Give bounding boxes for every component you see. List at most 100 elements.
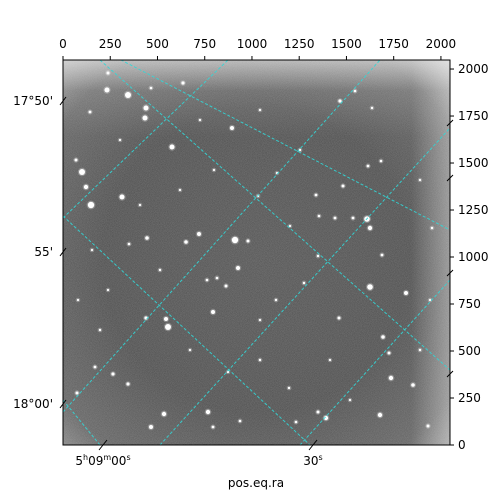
star [127, 242, 131, 246]
right-tick-label: 1750 [458, 109, 489, 123]
star [238, 419, 242, 423]
top-tick-label: 1250 [284, 37, 315, 51]
edge-tick-mark [446, 269, 454, 277]
edge-tick-mark [446, 370, 454, 378]
star [184, 240, 188, 244]
top-tick-label: 2000 [426, 37, 457, 51]
right-tick-label: 250 [458, 391, 481, 405]
star [90, 248, 94, 252]
star [138, 203, 142, 207]
star [381, 335, 385, 339]
star [351, 216, 355, 220]
star [76, 298, 80, 302]
top-tick-label: 1500 [331, 37, 362, 51]
dec-tick-mark [59, 247, 67, 257]
star [288, 224, 292, 228]
x-axis-label: pos.eq.ra [228, 476, 284, 490]
star [426, 424, 430, 428]
edge-tick-mark [446, 119, 454, 127]
image-area [63, 60, 450, 445]
star [74, 158, 78, 162]
right-tick-label: 1000 [458, 250, 489, 264]
star [367, 284, 373, 290]
star [161, 411, 167, 417]
star [158, 268, 162, 272]
star [328, 358, 332, 362]
star [258, 108, 262, 112]
star [404, 291, 408, 295]
star [106, 288, 110, 292]
star [165, 324, 171, 330]
star [231, 236, 239, 244]
star [274, 298, 278, 302]
right-tick-label: 1250 [458, 203, 489, 217]
star [181, 81, 185, 85]
star [178, 188, 182, 192]
star [226, 370, 230, 374]
star [143, 105, 149, 111]
star [87, 201, 95, 209]
ra-tick-label: 30s [303, 453, 322, 468]
star [104, 87, 110, 93]
star [338, 99, 342, 103]
star [93, 365, 97, 369]
star [211, 310, 215, 314]
star [215, 276, 219, 280]
star [370, 106, 374, 110]
coordinate-grid [63, 60, 450, 445]
dec-tick-mark [59, 96, 67, 106]
right-tick-label: 750 [458, 297, 481, 311]
star [119, 194, 125, 200]
dec-tick-label: 18°00' [13, 397, 53, 411]
star [287, 386, 291, 390]
right-tick-label: 2000 [458, 62, 489, 76]
star [333, 216, 337, 220]
star [149, 425, 153, 429]
ra-tick-label: 5h09m00s [75, 453, 130, 468]
right-tick-label: 500 [458, 344, 481, 358]
axis-ticks: 0 250 500 750 1000 1250 1500 1750 2000 0 250 500 750… [13, 37, 488, 468]
dec-tick-mark [59, 399, 67, 409]
star [212, 168, 216, 172]
star [149, 86, 153, 90]
star [428, 298, 432, 302]
star [125, 92, 131, 98]
star [337, 316, 341, 320]
grid-line [99, 60, 450, 371]
star [188, 348, 192, 352]
star [106, 71, 110, 75]
top-tick-label: 250 [99, 37, 122, 51]
star [246, 239, 250, 243]
star [169, 144, 175, 150]
top-tick-label: 1750 [378, 37, 409, 51]
star [230, 126, 234, 130]
star [197, 232, 201, 236]
grid-line [119, 60, 450, 231]
top-tick-label: 1000 [237, 37, 268, 51]
top-tick-label: 500 [146, 37, 169, 51]
star [411, 383, 415, 387]
star [298, 148, 302, 152]
star [348, 398, 352, 402]
star [142, 115, 148, 121]
right-tick-label: 1500 [458, 156, 489, 170]
star [145, 236, 149, 240]
edge-tick-mark [446, 174, 454, 182]
star [380, 253, 384, 257]
star [258, 318, 262, 322]
star [205, 409, 211, 415]
star [98, 328, 102, 332]
star [198, 118, 202, 122]
right-tick-label: 0 [458, 438, 466, 452]
star [302, 281, 306, 285]
star [379, 159, 383, 163]
star [341, 184, 345, 188]
ra-tick-mark [98, 439, 108, 451]
dec-tick-label: 17°50' [13, 94, 53, 108]
star [164, 317, 168, 321]
star [367, 225, 373, 231]
star [111, 372, 115, 376]
star [211, 425, 215, 429]
star [388, 375, 394, 381]
star [418, 348, 422, 352]
